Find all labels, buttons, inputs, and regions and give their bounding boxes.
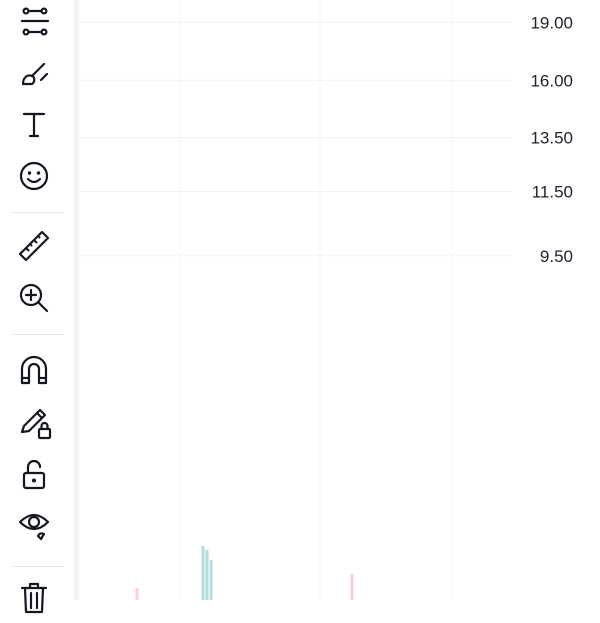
volume-bar (201, 546, 205, 600)
ruler-icon[interactable] (14, 226, 62, 266)
volume-bar (350, 574, 354, 600)
chart-grid (80, 0, 512, 600)
zoom-in-icon[interactable] (14, 278, 62, 318)
price-scale-label: 16.00 (530, 71, 573, 90)
volume-bar (209, 560, 213, 600)
price-scale-label: 9.50 (540, 247, 573, 266)
pencil-lock-icon[interactable] (14, 402, 62, 442)
trend-line-tools-icon[interactable] (14, 2, 62, 42)
drawing-toolbar (0, 0, 78, 614)
unlock-icon[interactable] (14, 454, 62, 494)
smiley-icon[interactable] (14, 156, 62, 196)
price-scale-label: 11.50 (532, 182, 573, 201)
eye-icon[interactable] (14, 504, 62, 544)
price-chart[interactable]: 61.0051.0043.0035.0029.0023.0019.0016.00… (0, 0, 600, 600)
price-scale-label: 19.00 (530, 13, 573, 32)
volume-bars (135, 546, 354, 600)
price-scale[interactable]: 61.0051.0043.0035.0029.0023.0019.0016.00… (530, 0, 573, 266)
volume-bar (205, 550, 209, 600)
brush-icon[interactable] (14, 54, 62, 94)
text-icon[interactable] (14, 104, 62, 144)
magnet-icon[interactable] (14, 350, 62, 390)
toolbar-scrollbar[interactable] (74, 0, 79, 600)
volume-bar (135, 588, 139, 600)
price-scale-label: 13.50 (530, 128, 573, 147)
